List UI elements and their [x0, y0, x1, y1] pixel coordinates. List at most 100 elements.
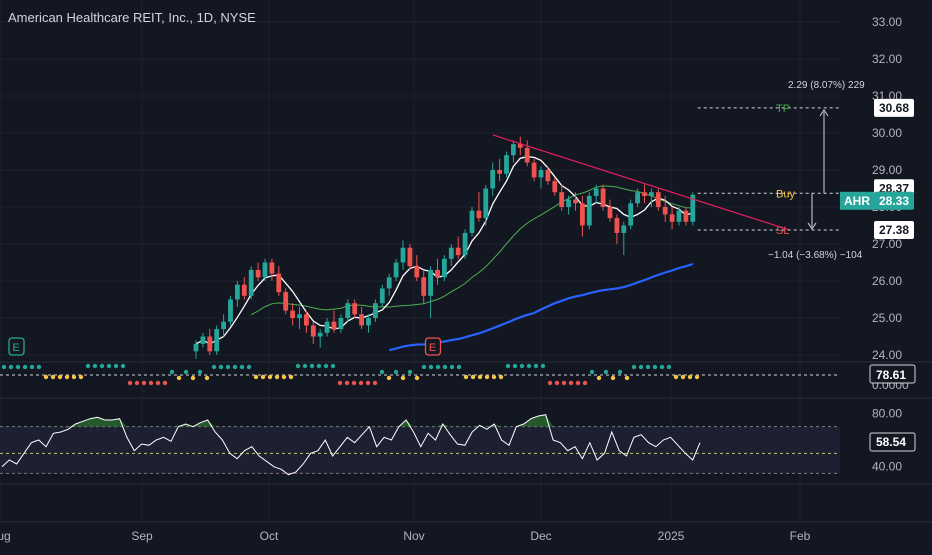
indicator-dot — [421, 364, 427, 370]
indicator-dot — [617, 369, 623, 375]
candle-body — [214, 329, 220, 352]
indicator-dot — [218, 364, 224, 370]
indicator-dot — [477, 374, 483, 380]
candle-body — [241, 284, 247, 296]
candle-body — [635, 192, 640, 204]
candle-body — [317, 332, 323, 337]
candle-body — [269, 262, 275, 274]
candle-body — [593, 188, 599, 196]
candle-body — [600, 188, 606, 207]
earnings-marker[interactable] — [8, 337, 25, 356]
candle-body — [504, 155, 509, 174]
indicator-dot — [638, 364, 644, 370]
rsi-value-tag-text: 58.54 — [876, 435, 906, 449]
candle-body — [448, 247, 454, 259]
indicator-dot — [358, 380, 364, 386]
indicator-dot — [253, 374, 259, 380]
indicator-dot — [512, 363, 518, 369]
candle-body — [276, 273, 282, 293]
indicator-dot — [498, 374, 504, 380]
indicator-dot — [134, 380, 140, 386]
indicator-dot — [463, 374, 469, 380]
indicator-dot — [99, 363, 105, 369]
indicator-dot — [379, 369, 385, 375]
candle-body — [193, 343, 199, 352]
candle-body — [373, 303, 378, 318]
indicator-dot — [519, 363, 525, 369]
indicator-dot — [43, 374, 49, 380]
candle-body — [545, 170, 551, 182]
candle-body — [262, 262, 268, 278]
symbol-tag — [840, 191, 874, 210]
indicator-dot — [295, 363, 301, 369]
time-axis-tick: Sep — [131, 529, 153, 543]
symbol-tag-text: AHR — [844, 194, 870, 208]
candle-body — [200, 336, 206, 344]
indicator-dot — [365, 380, 371, 386]
indicator-dot — [687, 374, 693, 380]
earnings-marker-label: E — [12, 342, 19, 354]
candle-body — [655, 192, 661, 207]
indicator-dot — [246, 364, 252, 370]
rsi-axis-tick: 80.00 — [872, 406, 902, 420]
candle-body — [297, 314, 302, 318]
indicator-dot — [554, 380, 560, 386]
indicator-dot — [148, 380, 154, 386]
candle-body — [642, 192, 647, 196]
indicator-dot — [92, 363, 98, 369]
indicator-dot — [197, 369, 203, 375]
candle-body — [248, 269, 254, 296]
indicator-dot — [316, 363, 322, 369]
candle-body — [607, 207, 613, 219]
indicator-dot — [36, 364, 42, 370]
indicator-dot — [526, 363, 532, 369]
indicator-dot — [106, 363, 112, 369]
indicator-dot — [610, 375, 616, 381]
indicator-dot — [414, 375, 420, 381]
earnings-marker[interactable] — [424, 337, 442, 356]
indicator-dot — [190, 375, 196, 381]
candle-body — [517, 144, 523, 148]
indicator-dot — [435, 364, 441, 370]
indicator-dot — [694, 374, 700, 380]
indicator-dot — [659, 364, 665, 370]
price-axis-tick: 30.00 — [872, 126, 902, 140]
rsi-band — [0, 426, 840, 474]
candle-body — [683, 210, 689, 222]
candle-body — [359, 314, 364, 326]
indicator-dot — [386, 375, 392, 381]
candle-body — [690, 194, 696, 222]
indicator-dot — [22, 364, 28, 370]
indicator-dot — [323, 363, 329, 369]
indicator-dot — [57, 374, 63, 380]
time-axis-tick: Oct — [260, 529, 279, 543]
indicator-dot — [169, 369, 175, 375]
indicator-dot — [680, 374, 686, 380]
indicator-dot — [176, 375, 182, 381]
candle-body — [483, 188, 489, 219]
candle-body — [414, 266, 420, 278]
indicator-dot — [400, 375, 406, 381]
indicator-dot — [288, 374, 294, 380]
candle-body — [497, 170, 502, 174]
candle-body — [469, 210, 475, 233]
indicator-dot — [330, 363, 336, 369]
candle-body — [552, 181, 558, 193]
candle-body — [290, 310, 295, 318]
indicator-dot — [568, 380, 574, 386]
indicator-dot — [50, 374, 56, 380]
indicator-dot — [64, 374, 70, 380]
indicator-dot — [302, 363, 308, 369]
indicator-dot — [407, 369, 413, 375]
candle-body — [345, 303, 351, 318]
dot-value-tag-text: 78.61 — [876, 368, 906, 382]
candle-body — [455, 247, 461, 256]
ma-mid-line — [250, 185, 693, 316]
candle-body — [476, 210, 482, 219]
candle-body — [669, 214, 675, 222]
indicator-dot — [211, 364, 217, 370]
level-label: TP — [776, 103, 790, 115]
stop-text: −1.04 (−3.68%) −104 — [768, 250, 863, 261]
